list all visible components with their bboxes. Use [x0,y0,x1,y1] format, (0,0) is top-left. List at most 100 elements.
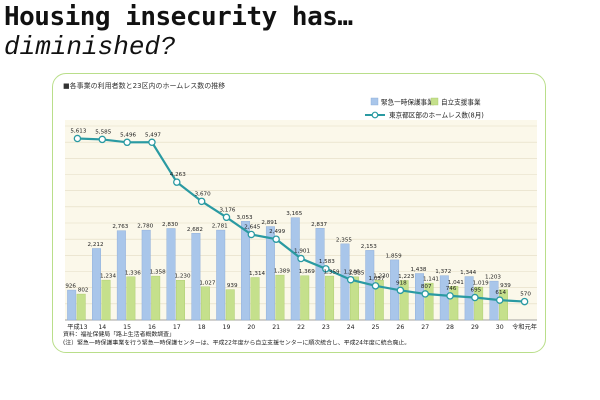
bar [424,282,434,321]
bar [101,279,111,321]
line-value-label: 5,497 [145,132,161,138]
line-point [396,286,405,295]
bar-value-label: 1,335 [348,270,364,276]
bar-value-label: 1,019 [473,281,489,287]
bar [250,277,260,321]
bar [216,229,226,321]
bar [191,233,201,321]
bar [499,289,508,321]
line-value-label: 1,246 [344,270,360,276]
x-tick-label: 14 [98,324,106,331]
bar [275,274,285,321]
legend-swatch [370,97,379,106]
bar-value-label: 1,344 [460,270,476,276]
bar [166,228,176,321]
line-value-label: 1,583 [319,259,335,265]
bar-value-label: 1,358 [150,270,166,276]
bar-value-label: 1,359 [324,270,340,276]
bar-value-label: 1,141 [423,277,439,283]
bar-value-label: 2,682 [187,227,203,233]
bar-value-label: 2,830 [162,222,178,228]
chart-card: 926 2,212 2,763 2,780 2,830 2,682 2,781 3,053 2,… [52,73,546,353]
bar [67,289,77,321]
bar [76,293,86,321]
x-tick-label: 28 [446,324,454,331]
x-tick-label: 25 [372,324,380,331]
bar [399,280,409,321]
line-value-label: 1,901 [294,249,310,255]
line-point [371,282,380,290]
line-value-label: 614 [495,290,506,296]
x-tick-label: 18 [198,324,206,331]
bar-value-label: 1,369 [299,269,315,275]
legend-line-marker [371,111,379,119]
x-tick-label: 27 [421,324,429,331]
line-point [73,134,82,143]
bar-value-label: 1,389 [274,269,290,275]
line-point [123,138,131,147]
bar [349,276,359,321]
x-tick-label: 23 [322,324,330,331]
bar-value-label: 2,781 [212,224,228,230]
bar-value-label: 2,355 [336,237,352,243]
line-point [520,297,529,306]
line-value-label: 3,670 [195,191,211,197]
bar-value-label: 1,041 [448,280,464,286]
bar-value-label: 1,223 [398,274,414,280]
bar-value-label: 939 [500,283,511,289]
bar-value-label: 2,153 [361,244,377,250]
line-point [446,292,454,300]
bar [449,286,459,321]
line-point [148,138,156,147]
line-value-label: 570 [520,292,531,298]
line-value-label: 4,263 [170,172,186,178]
x-tick-label: 20 [247,324,255,331]
bar-value-label: 1,230 [373,274,389,280]
line-value-label: 746 [446,286,457,292]
bar-value-label: 926 [65,284,76,290]
bar [265,226,275,321]
line-value-label: 5,496 [120,132,136,138]
line-point [322,265,330,273]
line-value-label: 807 [421,284,432,290]
bar [126,276,136,321]
x-tick-label: 21 [272,324,280,331]
line-point [173,178,181,186]
x-tick-label: 平成13 [67,323,87,331]
bar [151,275,161,321]
legend-swatch [430,97,439,106]
line-point [247,230,256,239]
bar-value-label: 1,336 [125,270,141,276]
bar-value-label: 802 [78,288,89,294]
x-tick-label: 16 [148,324,156,331]
slide-title: Housing insecurity has… diminished? [4,2,353,62]
x-tick-label: 26 [396,324,404,331]
line-point [495,296,504,304]
line-point [471,293,479,302]
bar-value-label: 1,234 [100,274,116,280]
line-value-label: 2,499 [269,229,285,235]
bar-value-label: 2,837 [311,222,327,228]
bar-value-label: 3,165 [286,211,302,217]
bar-value-label: 2,780 [137,224,153,230]
bar-value-label: 2,763 [112,224,128,230]
line-point [222,213,231,222]
legend-label: 東京都区部のホームレス数(8月) [389,111,484,120]
line-point [272,235,280,243]
bar-value-label: 1,203 [485,275,501,281]
bar-value-label: 1,859 [386,253,402,259]
line-value-label: 5,585 [95,129,111,135]
x-tick-label: 令和元年 [512,323,537,331]
bar [290,217,300,321]
legend-label: 自立支援事業 [441,98,481,107]
bar-value-label: 1,314 [249,271,265,277]
bar-value-label: 939 [227,283,238,289]
bar [92,248,101,321]
x-tick-label: 30 [496,324,504,331]
line-value-label: 2,645 [244,224,260,230]
bar-value-label: 1,372 [435,269,451,275]
bar [141,229,151,321]
legend-label: 緊急一時保護事業 [381,98,434,107]
x-tick-label: 17 [173,324,181,331]
line-value-label: 1,057 [369,276,385,282]
